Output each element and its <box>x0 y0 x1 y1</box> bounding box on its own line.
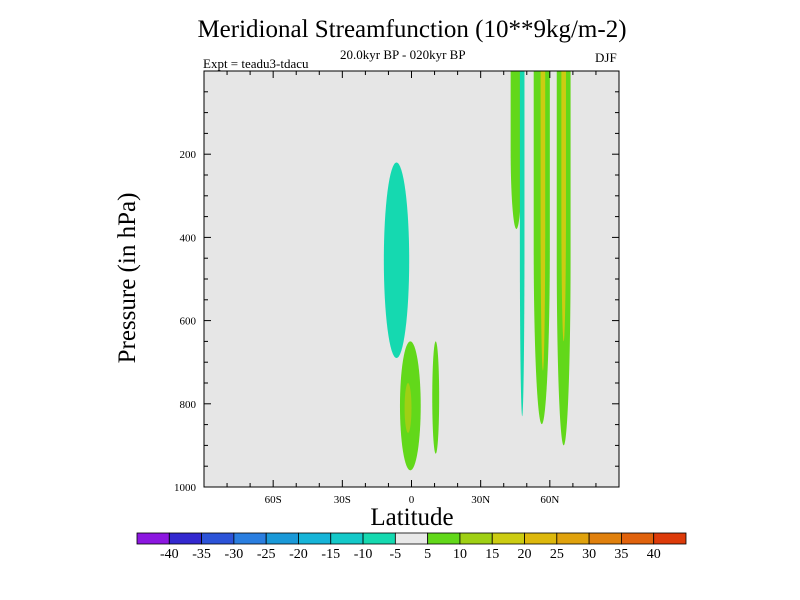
colorbar-label: -40 <box>160 547 179 562</box>
x-tick-label: 60N <box>540 494 559 506</box>
y-tick-label: 400 <box>180 232 197 244</box>
tropical-negative-cell <box>383 162 410 359</box>
colorbar-label: 30 <box>582 547 596 562</box>
colorbar-swatch <box>265 532 299 545</box>
northern-positive-column-1 <box>510 71 523 230</box>
x-tick-label: 60S <box>265 494 282 506</box>
colorbar-swatch <box>621 532 655 545</box>
experiment-label: Expt = teadu3-tdacu <box>203 56 309 71</box>
colorbar-swatch <box>524 532 558 545</box>
northern-core-column-2 <box>561 71 566 342</box>
colorbar-label: -10 <box>354 547 373 562</box>
colorbar-label: 40 <box>647 547 661 562</box>
colorbar-swatch <box>588 532 622 545</box>
colorbar-label: 15 <box>485 547 499 562</box>
colorbar-swatch <box>394 532 429 545</box>
colorbar-swatch <box>459 532 493 545</box>
colorbar-swatch <box>201 532 235 545</box>
season-label: DJF <box>595 50 617 65</box>
x-tick-label: 0 <box>409 494 415 506</box>
colorbar-swatch <box>427 532 461 545</box>
colorbar-label: 10 <box>453 547 467 562</box>
northern-negative-column <box>519 71 525 417</box>
colorbar-swatch <box>556 532 590 545</box>
chart-title: Meridional Streamfunction (10**9kg/m-2) <box>197 16 627 43</box>
colorbar-swatch <box>168 532 202 545</box>
contour-regions <box>383 71 571 471</box>
colorbar-swatch <box>362 532 396 545</box>
colorbar-label: 20 <box>518 547 532 562</box>
chart-subtitle: 20.0kyr BP - 020kyr BP <box>340 47 466 62</box>
northern-core-column <box>540 71 546 371</box>
y-tick-label: 200 <box>180 149 197 161</box>
x-tick-label: 30S <box>334 494 351 506</box>
colorbar-swatch <box>233 532 267 545</box>
colorbar-label: 35 <box>614 547 628 562</box>
y-tick-label: 1000 <box>174 482 197 494</box>
equatorial-core <box>404 383 412 433</box>
colorbar-label: -5 <box>390 547 402 562</box>
colorbar-swatch <box>136 532 170 545</box>
colorbar-label: 25 <box>550 547 564 562</box>
y-tick-label: 800 <box>180 399 197 411</box>
small-positive-cell <box>432 341 440 454</box>
x-axis-label: Latitude <box>370 504 454 531</box>
colorbar-label: 5 <box>424 547 431 562</box>
colorbar-swatch <box>330 532 364 545</box>
colorbar-label: -25 <box>257 547 276 562</box>
x-tick-label: 30N <box>471 494 490 506</box>
y-tick-label: 600 <box>180 316 197 328</box>
colorbar-swatch <box>298 532 332 545</box>
colorbar-label: -35 <box>192 547 211 562</box>
axis-ticks <box>204 71 619 487</box>
colorbar-swatch <box>653 532 687 545</box>
colorbar-label: -30 <box>225 547 244 562</box>
colorbar-label: -15 <box>321 547 340 562</box>
colorbar-label: -20 <box>289 547 308 562</box>
colorbar-swatch <box>491 532 525 545</box>
